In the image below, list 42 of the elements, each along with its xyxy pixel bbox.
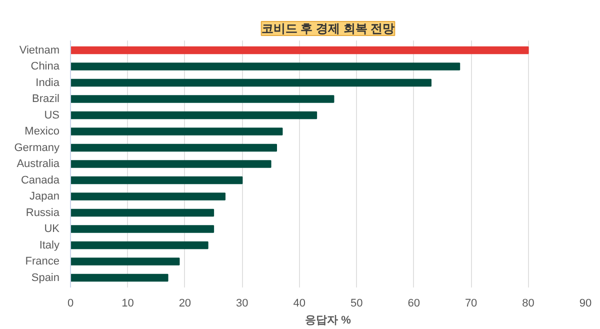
- y-tick-label: China: [30, 60, 60, 72]
- bar: [70, 225, 214, 233]
- y-tick-label: Spain: [31, 272, 60, 284]
- y-tick-label: Brazil: [32, 93, 60, 105]
- chart-title: 코비드 후 경제 회복 전망: [261, 22, 395, 36]
- y-tick-label: UK: [44, 223, 60, 235]
- y-tick-label: US: [44, 109, 60, 122]
- y-tick-label: Russia: [26, 206, 60, 219]
- y-tick-label: Canada: [20, 174, 60, 186]
- bar: [70, 274, 168, 282]
- x-tick-label: 30: [236, 298, 248, 310]
- x-tick-label: 0: [67, 298, 74, 310]
- bar: [70, 62, 460, 70]
- bar: [70, 176, 243, 184]
- bar: [70, 258, 180, 266]
- y-tick-label: Japan: [30, 190, 60, 202]
- bar: [70, 78, 432, 87]
- bar: [70, 192, 226, 200]
- x-tick-label: 70: [464, 298, 478, 310]
- y-tick-label: Mexico: [24, 126, 60, 138]
- x-tick-label: 20: [178, 298, 192, 310]
- y-tick-label: Vietnam: [19, 44, 60, 56]
- bar: [70, 241, 208, 250]
- bar: [70, 46, 529, 54]
- x-tick-label: 90: [579, 298, 592, 310]
- y-tick-label: France: [25, 256, 60, 268]
- bar: [70, 111, 318, 120]
- bar: [70, 144, 277, 152]
- y-tick-label: India: [36, 76, 60, 89]
- y-tick-label: Italy: [39, 239, 60, 252]
- x-tick-label: 50: [350, 298, 363, 310]
- bar: [70, 128, 283, 136]
- bar: [70, 95, 334, 103]
- x-tick-label: 10: [122, 298, 134, 310]
- x-tick-label: 40: [293, 298, 306, 310]
- y-tick-label: Germany: [14, 142, 60, 154]
- x-tick-label: 60: [408, 298, 420, 310]
- y-tick-label: Australia: [16, 158, 60, 170]
- x-axis-title: 응답자 %: [305, 314, 352, 326]
- bar: [70, 160, 272, 168]
- x-tick-label: 80: [522, 298, 534, 310]
- bar: [70, 208, 214, 217]
